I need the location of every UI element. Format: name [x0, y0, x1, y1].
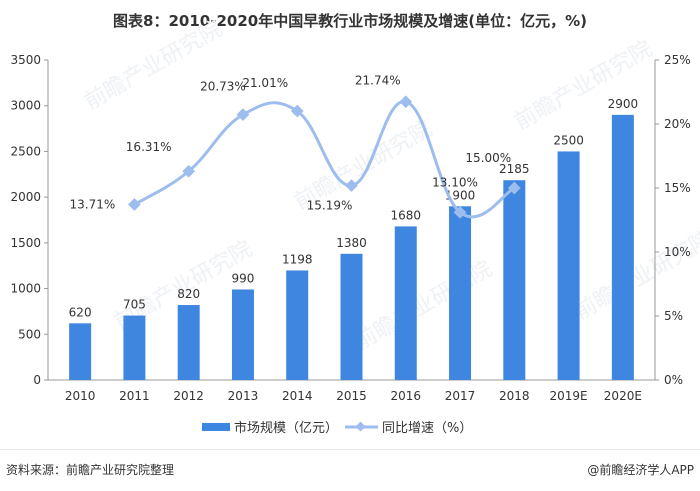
bar [449, 206, 472, 380]
y-left-tick-label: 2500 [10, 144, 41, 158]
y-left-tick-label: 1000 [10, 282, 41, 296]
growth-marker [182, 164, 196, 178]
y-right-tick-label: 10% [664, 245, 691, 259]
y-right-tick-label: 5% [664, 309, 683, 323]
growth-value-label: 21.01% [242, 76, 288, 90]
y-right-tick-label: 0% [664, 373, 683, 387]
y-left-tick-label: 1500 [10, 236, 41, 250]
x-tick-label: 2017 [445, 389, 476, 403]
bar [557, 151, 580, 380]
bar-value-label: 2900 [608, 97, 639, 111]
growth-marker [236, 108, 250, 122]
bar [611, 114, 634, 380]
y-right-tick-label: 15% [664, 181, 691, 195]
x-tick-label: 2010 [65, 389, 96, 403]
bar-value-label: 820 [177, 287, 200, 301]
legend-line-marker [355, 421, 366, 432]
legend-bar-swatch [202, 423, 230, 431]
bar-value-label: 2500 [553, 133, 584, 147]
x-tick-label: 2015 [336, 389, 367, 403]
x-tick-label: 2013 [228, 389, 259, 403]
growth-value-label: 16.31% [126, 140, 172, 154]
bar [394, 226, 417, 380]
legend-line-label: 同比增速（%） [382, 421, 472, 436]
bar [177, 305, 200, 380]
watermark-text: 前瞻产业研究院 [351, 257, 497, 356]
y-left-tick-label: 3500 [10, 53, 41, 67]
credit-note: @前瞻经济学人APP [587, 463, 694, 477]
growth-marker [399, 95, 413, 109]
growth-marker [453, 205, 467, 219]
y-right-tick-label: 20% [664, 117, 691, 131]
growth-value-label: 13.71% [70, 198, 116, 212]
x-tick-label: 2018 [499, 389, 530, 403]
bar [340, 253, 363, 380]
x-tick-label: 2012 [173, 389, 204, 403]
watermark-text: 前瞻产业研究院 [81, 17, 227, 116]
bar [69, 323, 92, 380]
growth-value-label: 15.19% [307, 199, 353, 213]
bar-value-label: 1380 [336, 236, 367, 250]
bar-value-label: 1900 [445, 188, 476, 202]
growth-line [133, 100, 516, 219]
y-left-tick-label: 0 [33, 373, 41, 387]
growth-value-label: 13.10% [432, 175, 478, 189]
footer-divider [0, 449, 700, 450]
bar [123, 315, 146, 380]
growth-marker [345, 179, 358, 192]
bar-value-label: 705 [123, 298, 146, 312]
growth-marker [290, 104, 304, 118]
y-left-tick-label: 500 [18, 327, 41, 341]
bar [231, 289, 254, 380]
x-tick-label: 2011 [119, 389, 150, 403]
bar [286, 270, 309, 380]
y-right-tick-label: 25% [664, 53, 691, 67]
growth-value-label: 15.00% [465, 151, 511, 165]
bar-value-label: 1680 [390, 208, 421, 222]
x-tick-label: 2019E [550, 389, 588, 403]
growth-value-label: 21.74% [355, 74, 401, 88]
y-left-tick-label: 2000 [10, 190, 41, 204]
bar-value-label: 990 [232, 271, 255, 285]
x-tick-label: 2014 [282, 389, 313, 403]
bar-value-label: 2185 [499, 162, 530, 176]
growth-value-label: 20.73% [200, 80, 246, 94]
bar-value-label: 620 [69, 305, 92, 319]
watermark-text: 前瞻产业研究院 [511, 37, 657, 136]
source-note: 资料来源：前瞻产业研究院整理 [6, 463, 175, 477]
legend-bar-label: 市场规模（亿元） [234, 420, 338, 436]
bar-value-label: 1198 [282, 252, 313, 266]
bar [503, 180, 526, 380]
growth-marker [128, 198, 141, 211]
y-left-tick-label: 3000 [10, 99, 41, 113]
x-tick-label: 2016 [390, 389, 421, 403]
x-tick-label: 2020E [604, 389, 642, 403]
chart-title: 图表8：2010-2020年中国早教行业市场规模及增速(单位：亿元，%) [113, 12, 587, 30]
